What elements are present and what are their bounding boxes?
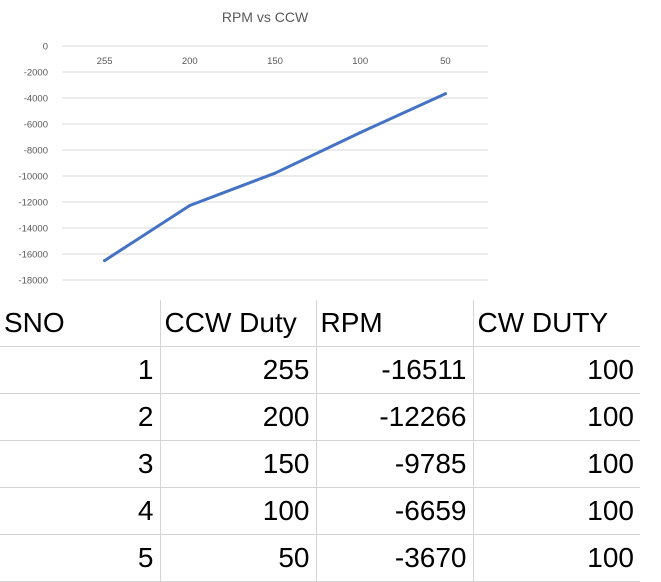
x-tick-label: 150 [267,56,283,67]
y-tick-label: -16000 [18,250,48,261]
series-line [103,92,447,263]
cell-sno: 3 [0,440,161,488]
x-tick-label: 255 [97,56,113,67]
y-tick-label: -8000 [24,146,48,157]
chart-title: RPM vs CCW [222,9,309,25]
data-point [273,171,277,175]
x-tick-label: 100 [352,56,368,67]
cell-sno: 4 [0,487,161,535]
cell-rpm: -6659 [316,487,474,535]
cell-ccw-duty: 255 [160,346,317,394]
table-row: 3 150 -9785 100 [0,440,640,488]
x-tick-label: 200 [182,56,198,67]
y-tick-label: -18000 [18,276,48,287]
x-axis-ticks: 255 200 150 100 50 [97,56,451,67]
data-point [443,92,447,96]
data-table: SNO CCW Duty RPM CW DUTY 1 255 -16511 10… [0,300,640,582]
cell-cw-duty: 100 [473,534,640,582]
table-header-row: SNO CCW Duty RPM CW DUTY [0,300,640,347]
cell-ccw-duty: 150 [160,440,317,488]
data-point [188,203,192,207]
table-row: 5 50 -3670 100 [0,534,640,582]
cell-cw-duty: 100 [473,487,640,535]
rpm-chart: RPM vs CCW 0 -2000 -4000 -6000 -8000 -10000 -1… [18,9,488,287]
cell-sno: 1 [0,346,161,394]
y-tick-label: -4000 [24,94,48,105]
table-row: 1 255 -16511 100 [0,346,640,394]
y-tick-label: -12000 [18,198,48,209]
y-tick-label: -6000 [24,120,48,131]
cell-sno: 2 [0,393,161,441]
data-point [103,259,107,263]
header-sno: SNO [0,300,161,347]
cell-ccw-duty: 50 [160,534,317,582]
cell-cw-duty: 100 [473,346,640,394]
cell-rpm: -12266 [316,393,474,441]
header-ccw-duty: CCW Duty [160,300,317,347]
y-tick-label: -14000 [18,224,48,235]
y-tick-label: 0 [43,42,48,53]
y-axis-ticks: 0 -2000 -4000 -6000 -8000 -10000 -12000 -14000 -… [18,42,48,287]
chart-gridlines [62,45,488,281]
data-point [358,131,362,135]
header-rpm: RPM [316,300,474,347]
cell-ccw-duty: 200 [160,393,317,441]
header-cw-duty: CW DUTY [473,300,640,347]
cell-sno: 5 [0,534,161,582]
cell-rpm: -16511 [316,346,474,394]
cell-rpm: -9785 [316,440,474,488]
chart-series [103,92,447,263]
y-tick-label: -10000 [18,172,48,183]
cell-rpm: -3670 [316,534,474,582]
table-row: 4 100 -6659 100 [0,487,640,535]
y-tick-label: -2000 [24,68,48,79]
cell-cw-duty: 100 [473,440,640,488]
cell-cw-duty: 100 [473,393,640,441]
x-tick-label: 50 [440,56,451,67]
cell-ccw-duty: 100 [160,487,317,535]
table-row: 2 200 -12266 100 [0,393,640,441]
